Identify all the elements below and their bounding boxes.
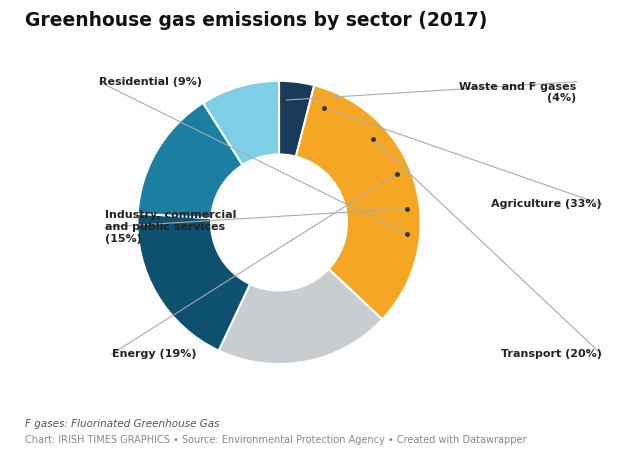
Text: Energy (19%): Energy (19%) xyxy=(112,349,196,359)
Text: Agriculture (33%): Agriculture (33%) xyxy=(491,199,601,209)
Text: Chart: IRISH TIMES GRAPHICS • Source: Environmental Protection Agency • Created : Chart: IRISH TIMES GRAPHICS • Source: En… xyxy=(25,435,526,445)
Wedge shape xyxy=(296,85,420,320)
Text: Waste and F gases
(4%): Waste and F gases (4%) xyxy=(459,82,577,104)
Wedge shape xyxy=(138,213,250,350)
Wedge shape xyxy=(203,81,279,165)
Text: F gases: Fluorinated Greenhouse Gas: F gases: Fluorinated Greenhouse Gas xyxy=(25,419,219,429)
Text: Industry, commercial
and public services
(15%): Industry, commercial and public services… xyxy=(105,210,237,244)
Text: Greenhouse gas emissions by sector (2017): Greenhouse gas emissions by sector (2017… xyxy=(25,11,487,30)
Text: Transport (20%): Transport (20%) xyxy=(500,349,601,359)
Wedge shape xyxy=(138,103,242,218)
Wedge shape xyxy=(279,81,314,157)
Wedge shape xyxy=(219,269,383,364)
Text: Residential (9%): Residential (9%) xyxy=(99,77,202,87)
